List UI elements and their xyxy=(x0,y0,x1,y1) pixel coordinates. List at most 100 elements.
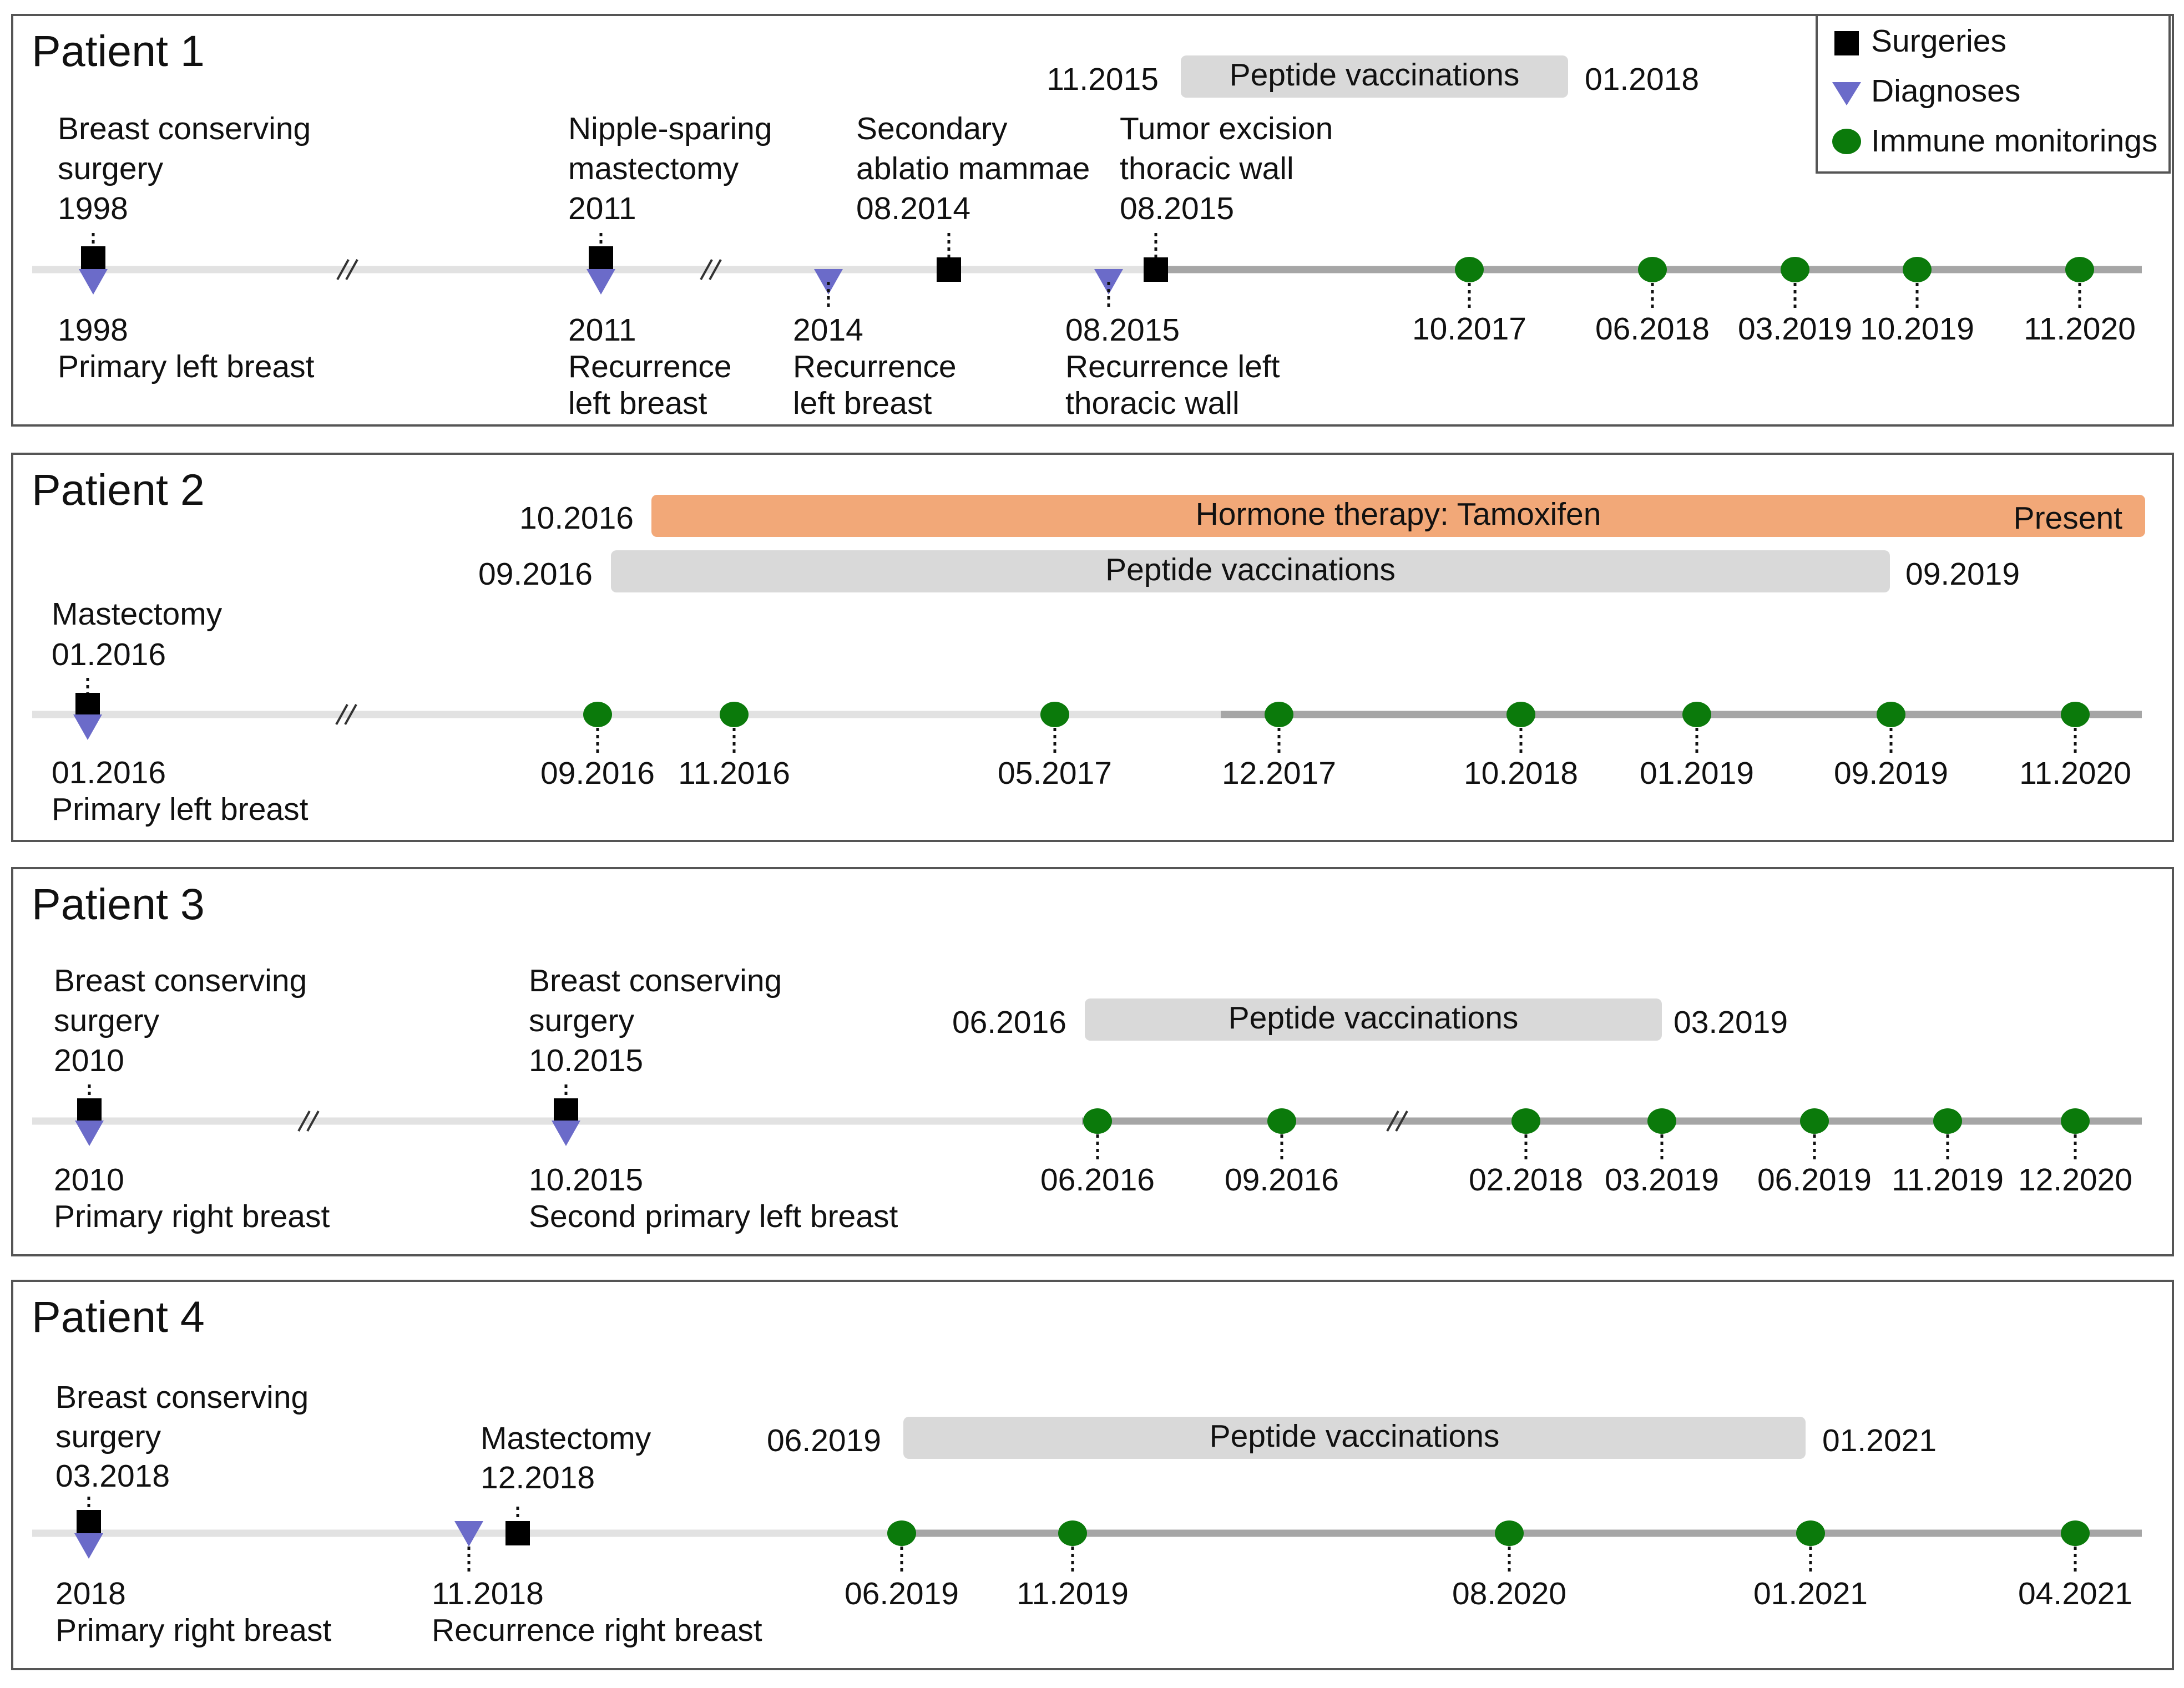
monitoring-marker xyxy=(2061,702,2090,727)
axis-break-mark xyxy=(344,704,357,725)
therapy-end-date: 03.2019 xyxy=(1674,1005,1788,1040)
surgery-label: Nipple-sparing xyxy=(568,111,772,146)
surgery-label: thoracic wall xyxy=(1120,151,1294,186)
monitoring-date: 10.2019 xyxy=(1860,311,1974,347)
monitoring-marker xyxy=(1781,257,1809,282)
diagnosis-label: Primary right breast xyxy=(54,1199,330,1234)
diagnosis-marker xyxy=(75,1121,104,1146)
legend-diagnosis-marker xyxy=(1832,82,1861,105)
monitoring-marker xyxy=(1058,1520,1087,1546)
monitoring-marker xyxy=(2065,257,2094,282)
therapy-start-date: 10.2016 xyxy=(519,500,634,536)
therapy-bar-label: Peptide vaccinations xyxy=(1105,552,1396,587)
monitoring-date: 11.2019 xyxy=(1892,1162,2004,1198)
legend-surgery-marker xyxy=(1834,31,1859,55)
surgery-label: Breast conserving xyxy=(529,963,782,998)
axis-break-mark xyxy=(1395,1111,1408,1132)
surgery-label: surgery xyxy=(54,1003,160,1038)
monitoring-marker xyxy=(1083,1108,1112,1134)
monitoring-marker xyxy=(887,1520,916,1546)
diagnosis-label: Primary right breast xyxy=(55,1613,331,1648)
monitoring-date: 09.2019 xyxy=(1834,756,1948,791)
surgery-label: Secondary xyxy=(856,111,1008,146)
surgery-label: 03.2018 xyxy=(55,1458,170,1494)
axis-break-mark xyxy=(336,259,350,280)
monitoring-date: 10.2018 xyxy=(1464,756,1578,791)
monitoring-marker xyxy=(720,702,749,727)
monitoring-marker xyxy=(1638,257,1667,282)
monitoring-date: 12.2017 xyxy=(1222,756,1336,791)
monitoring-date: 11.2016 xyxy=(678,756,790,791)
surgery-marker xyxy=(937,257,961,282)
surgery-marker xyxy=(75,693,100,717)
patient-title: Patient 4 xyxy=(32,1292,205,1341)
surgery-label: surgery xyxy=(529,1003,635,1038)
monitoring-marker xyxy=(2061,1108,2090,1134)
legend-diagnoses-label: Diagnoses xyxy=(1871,73,2020,109)
monitoring-date: 09.2016 xyxy=(1225,1162,1339,1198)
monitoring-date: 06.2016 xyxy=(1040,1162,1155,1198)
monitoring-marker xyxy=(1040,702,1069,727)
therapy-bar xyxy=(611,550,1890,592)
diagnosis-label: Primary left breast xyxy=(52,792,309,827)
legend-surgeries-label: Surgeries xyxy=(1871,23,2006,59)
monitoring-date: 11.2020 xyxy=(2019,756,2131,791)
axis-break-mark xyxy=(297,1111,311,1132)
surgery-label: 08.2015 xyxy=(1120,191,1234,226)
monitoring-date: 09.2016 xyxy=(540,756,655,791)
surgery-label: Tumor excision xyxy=(1120,111,1333,146)
legend-monitorings-label: Immune monitorings xyxy=(1871,123,2157,159)
monitoring-date: 06.2019 xyxy=(1757,1162,1872,1198)
monitoring-marker xyxy=(1682,702,1711,727)
diagnosis-label: Second primary left breast xyxy=(529,1199,898,1234)
diagnosis-label: 10.2015 xyxy=(529,1162,643,1198)
therapy-bar xyxy=(1085,998,1662,1041)
surgery-marker xyxy=(77,1098,102,1123)
diagnosis-label: thoracic wall xyxy=(1065,386,1240,421)
therapy-end-date: 01.2021 xyxy=(1822,1423,1937,1458)
diagnosis-label: 08.2015 xyxy=(1065,312,1180,348)
patient-panel-frame xyxy=(11,453,2174,842)
surgery-label: 10.2015 xyxy=(529,1043,643,1078)
therapy-bar-label: Hormone therapy: Tamoxifen xyxy=(1196,496,1601,532)
surgery-label: surgery xyxy=(58,151,164,186)
legend-monitoring-marker xyxy=(1832,129,1861,154)
therapy-bar-label: Peptide vaccinations xyxy=(1210,1418,1500,1454)
surgery-label: 01.2016 xyxy=(52,637,166,672)
monitoring-marker xyxy=(1800,1108,1829,1134)
patient-title: Patient 2 xyxy=(32,465,205,514)
therapy-bar-label: Peptide vaccinations xyxy=(1230,57,1520,93)
axis-break-mark xyxy=(700,259,713,280)
surgery-marker xyxy=(505,1521,530,1545)
monitoring-marker xyxy=(1267,1108,1296,1134)
diagnosis-label: Primary left breast xyxy=(58,349,315,384)
monitoring-date: 10.2017 xyxy=(1412,311,1526,347)
monitoring-date: 08.2020 xyxy=(1452,1576,1566,1611)
therapy-bar xyxy=(1181,55,1568,98)
therapy-end-date: Present xyxy=(2014,500,2123,536)
therapy-start-date: 11.2015 xyxy=(1046,62,1159,97)
monitoring-date: 11.2020 xyxy=(2024,311,2136,347)
monitoring-date: 04.2021 xyxy=(2018,1576,2132,1611)
surgery-label: 1998 xyxy=(58,191,128,226)
diagnosis-marker xyxy=(454,1521,483,1547)
diagnosis-label: 2014 xyxy=(793,312,863,348)
monitoring-date: 02.2018 xyxy=(1469,1162,1583,1198)
monitoring-marker xyxy=(1647,1108,1676,1134)
diagnosis-marker xyxy=(79,269,108,295)
patient-title: Patient 3 xyxy=(32,879,205,929)
diagnosis-marker xyxy=(73,714,102,740)
axis-break-mark xyxy=(335,704,348,725)
diagnosis-marker xyxy=(552,1121,580,1146)
surgery-label: 12.2018 xyxy=(481,1460,595,1496)
diagnosis-label: 2010 xyxy=(54,1162,124,1198)
diagnosis-label: left breast xyxy=(568,386,707,421)
patient-panel-frame xyxy=(11,1280,2174,1670)
surgery-label: Mastectomy xyxy=(481,1421,651,1456)
axis-break-mark xyxy=(709,259,722,280)
monitoring-marker xyxy=(1796,1520,1825,1546)
axis-break-mark xyxy=(1386,1111,1399,1132)
monitoring-marker xyxy=(1265,702,1293,727)
diagnosis-label: Recurrence left xyxy=(1065,349,1280,384)
